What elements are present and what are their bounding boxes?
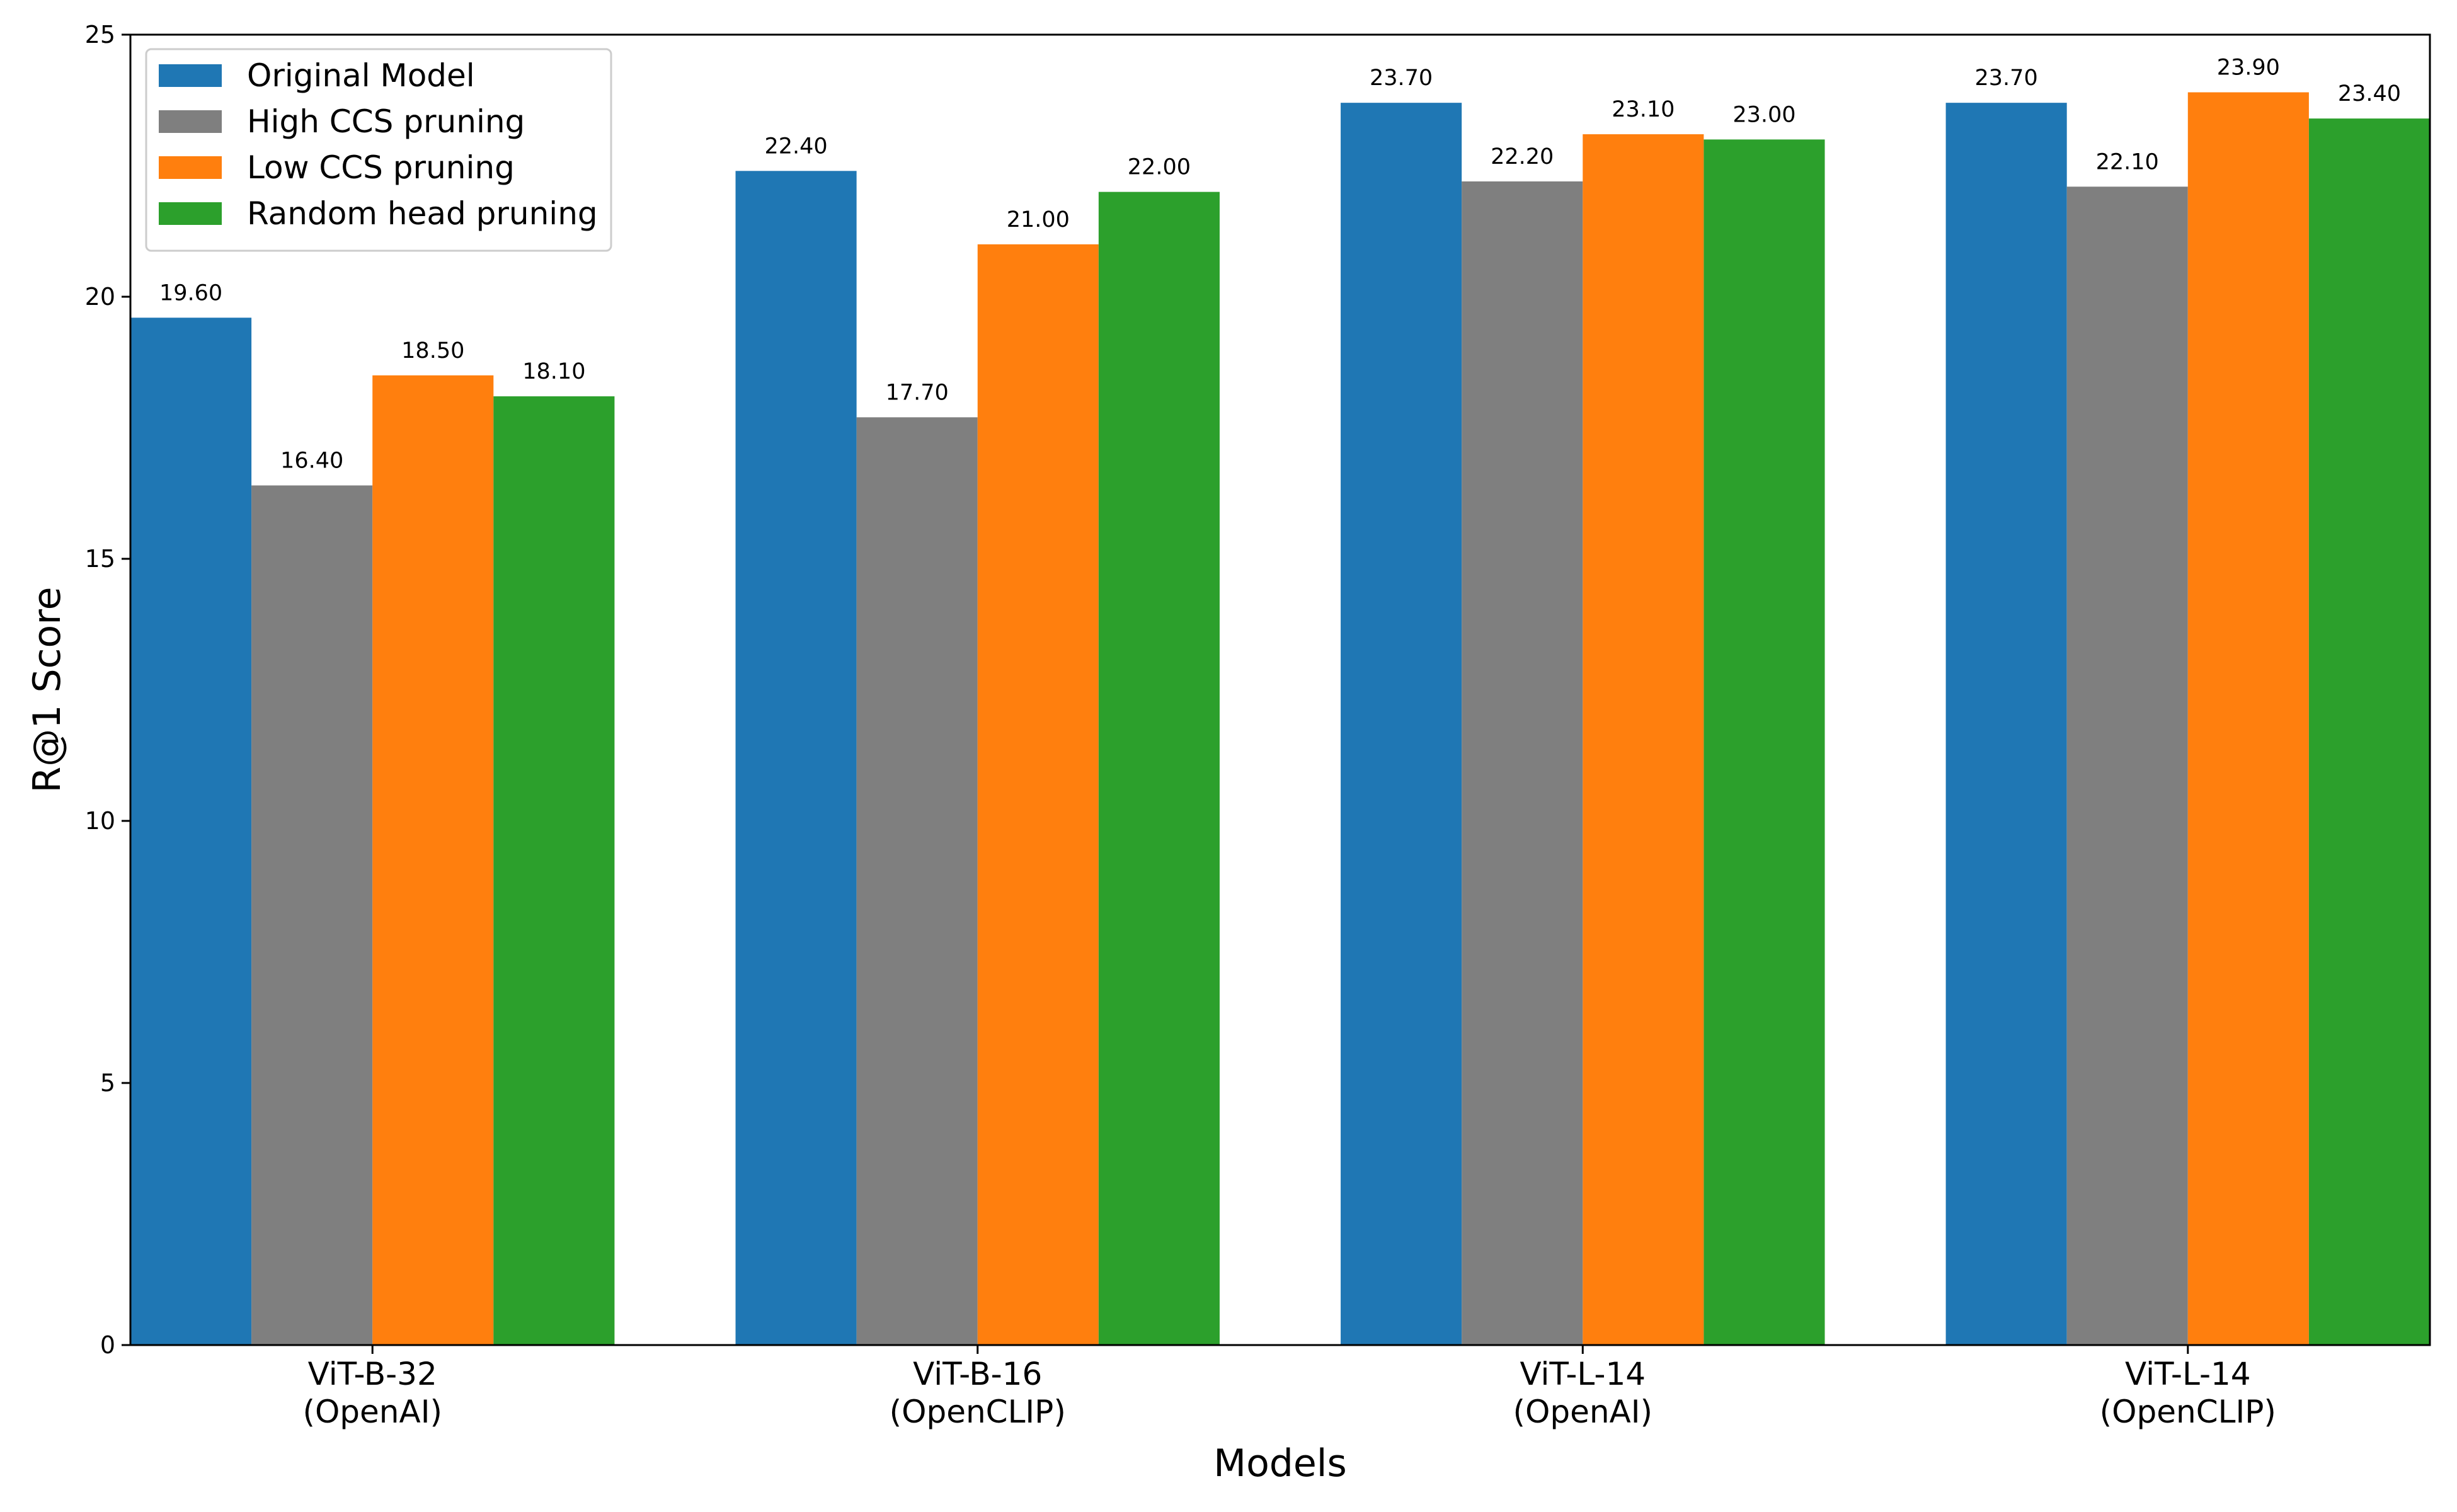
bar <box>2187 92 2309 1345</box>
y-tick-label: 10 <box>85 807 115 835</box>
x-tick-label-line: ViT-B-32 <box>308 1356 437 1392</box>
value-label: 19.60 <box>159 280 222 306</box>
value-label: 21.00 <box>1007 207 1070 232</box>
value-label: 23.70 <box>1975 66 2038 91</box>
x-tick-label-line: (OpenAI) <box>302 1394 442 1430</box>
legend: Original Model High CCS pruning Low CCS pr… <box>145 48 612 252</box>
legend-swatch <box>159 156 222 179</box>
value-label: 22.40 <box>764 134 827 159</box>
y-tick-label: 15 <box>85 545 115 573</box>
legend-swatch <box>159 202 222 225</box>
x-axis: ViT-B-32 (OpenAI)ViT-B-16 (OpenCLIP)ViT-L-… <box>302 1345 2276 1430</box>
bar <box>977 244 1099 1345</box>
value-label: 16.40 <box>280 449 343 474</box>
x-tick-label-line: ViT-B-16 <box>913 1356 1042 1392</box>
value-label: 23.90 <box>2217 55 2280 81</box>
value-label: 18.10 <box>522 359 585 384</box>
bars <box>130 92 2430 1346</box>
x-tick-label-line: (OpenAI) <box>1513 1394 1653 1430</box>
y-tick-label: 25 <box>85 21 115 49</box>
x-tick-label: ViT-L-14 (OpenAI) <box>1513 1356 1653 1430</box>
value-label: 23.40 <box>2338 81 2401 106</box>
bar <box>1341 103 1462 1345</box>
bar <box>1704 139 1825 1345</box>
y-tick-label: 5 <box>100 1069 115 1097</box>
legend-label: Original Model <box>247 57 475 94</box>
y-tick-label: 20 <box>85 283 115 311</box>
x-tick-label: ViT-B-16 (OpenCLIP) <box>890 1356 1066 1430</box>
value-label: 17.70 <box>886 380 949 405</box>
y-tick-label: 0 <box>100 1331 115 1359</box>
value-label: 22.00 <box>1128 155 1191 180</box>
bar <box>130 318 252 1345</box>
legend-label: High CCS pruning <box>247 103 525 140</box>
legend-label: Random head pruning <box>247 195 598 232</box>
value-labels: 19.60 16.40 18.50 18.10 22.40 17.70 21.00 22.00… <box>159 55 2401 474</box>
value-label: 23.00 <box>1732 102 1796 127</box>
bar <box>493 396 615 1345</box>
bar <box>856 417 978 1345</box>
x-tick-label-line: ViT-L-14 <box>1520 1356 1646 1392</box>
value-label: 22.10 <box>2096 149 2159 175</box>
value-label: 23.10 <box>1612 97 1675 122</box>
y-axis: 0 5 10 15 20 25 <box>85 21 130 1359</box>
bar <box>2308 118 2430 1345</box>
value-label: 23.70 <box>1370 66 1433 91</box>
bar <box>735 171 857 1345</box>
x-tick-label-line: ViT-L-14 <box>2125 1356 2251 1392</box>
bar <box>1583 134 1704 1346</box>
legend-label: Low CCS pruning <box>247 149 515 186</box>
bar <box>2066 186 2188 1345</box>
bar <box>251 485 373 1345</box>
legend-swatch <box>159 110 222 133</box>
bar <box>1945 103 2067 1345</box>
legend-box <box>145 48 612 252</box>
bar <box>372 375 494 1345</box>
x-tick-label-line: (OpenCLIP) <box>2100 1394 2276 1430</box>
x-tick-label-line: (OpenCLIP) <box>890 1394 1066 1430</box>
value-label: 22.20 <box>1491 144 1554 169</box>
y-axis-title: R@1 Score <box>25 587 69 793</box>
value-label: 18.50 <box>401 338 464 364</box>
x-tick-label: ViT-L-14 (OpenCLIP) <box>2100 1356 2276 1430</box>
bar <box>1098 192 1220 1346</box>
x-tick-label: ViT-B-32 (OpenAI) <box>302 1356 442 1430</box>
legend-swatch <box>159 64 222 87</box>
x-axis-title: Models <box>1213 1441 1346 1486</box>
plot-frame <box>129 33 2431 1346</box>
bar <box>1462 181 1583 1346</box>
